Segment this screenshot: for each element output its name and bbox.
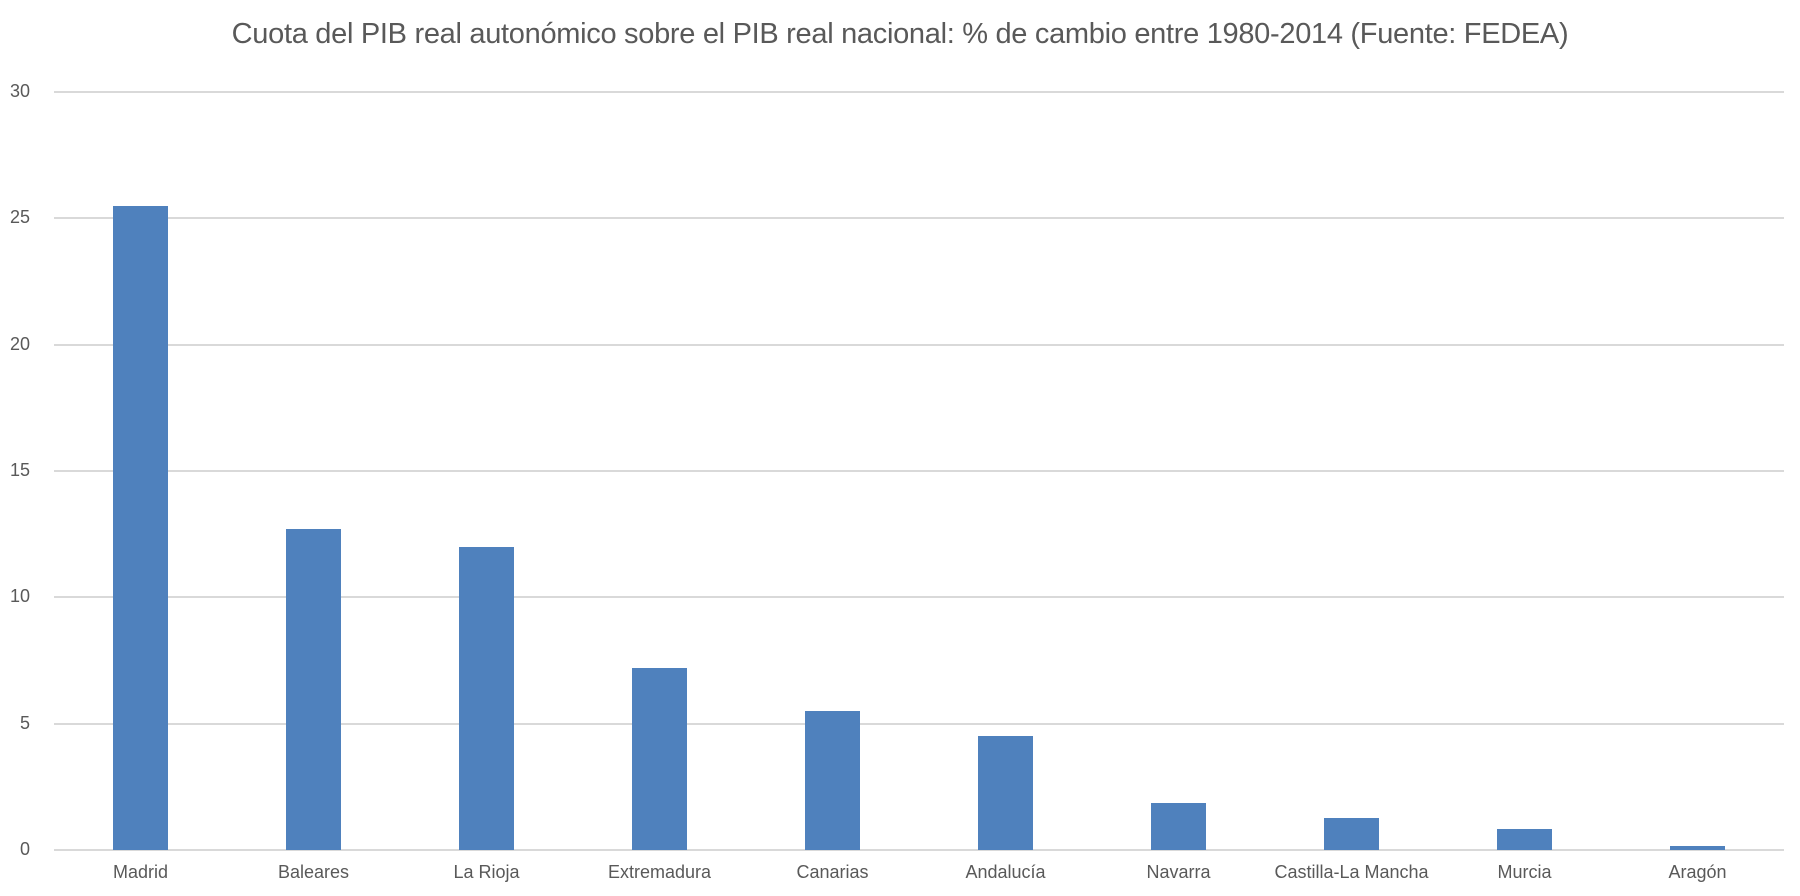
- bar: [113, 205, 168, 850]
- gridline: [54, 849, 1784, 851]
- x-tick-label: Castilla-La Mancha: [1274, 862, 1429, 882]
- y-tick-label: 15: [9, 460, 30, 480]
- gridline: [54, 470, 1784, 472]
- bar: [805, 711, 860, 850]
- x-tick-label: Andalucía: [965, 862, 1046, 882]
- gridline: [54, 91, 1784, 93]
- y-tick-label: 10: [9, 586, 30, 607]
- gridline: [54, 722, 1784, 725]
- y-tick-label: 25: [9, 207, 30, 228]
- x-tick-label: Murcia: [1497, 862, 1552, 882]
- chart-title: Cuota del PIB real autonómico sobre el P…: [231, 18, 1569, 50]
- x-tick-label: Canarias: [796, 862, 869, 882]
- x-tick-label: Extremadura: [607, 862, 712, 882]
- bar: [1670, 846, 1725, 850]
- bar: [1497, 828, 1552, 850]
- y-tick-label: 0: [19, 839, 30, 859]
- y-tick-label: 30: [9, 81, 30, 101]
- gridline: [54, 217, 1784, 220]
- x-tick-label: La Rioja: [453, 862, 520, 882]
- bar: [632, 668, 687, 850]
- x-tick-label: Aragón: [1668, 862, 1727, 882]
- y-tick-label: 20: [9, 333, 30, 354]
- x-tick-label: Madrid: [112, 862, 169, 882]
- bar: [459, 546, 514, 850]
- bar: [978, 736, 1033, 850]
- x-tick-label: Baleares: [277, 862, 350, 882]
- bar: [1151, 803, 1206, 850]
- gridline: [54, 343, 1784, 346]
- y-tick-label: 5: [19, 712, 30, 733]
- x-tick-label: Navarra: [1146, 862, 1211, 882]
- bar: [1324, 818, 1379, 850]
- gridline: [54, 596, 1784, 599]
- bar: [286, 529, 341, 850]
